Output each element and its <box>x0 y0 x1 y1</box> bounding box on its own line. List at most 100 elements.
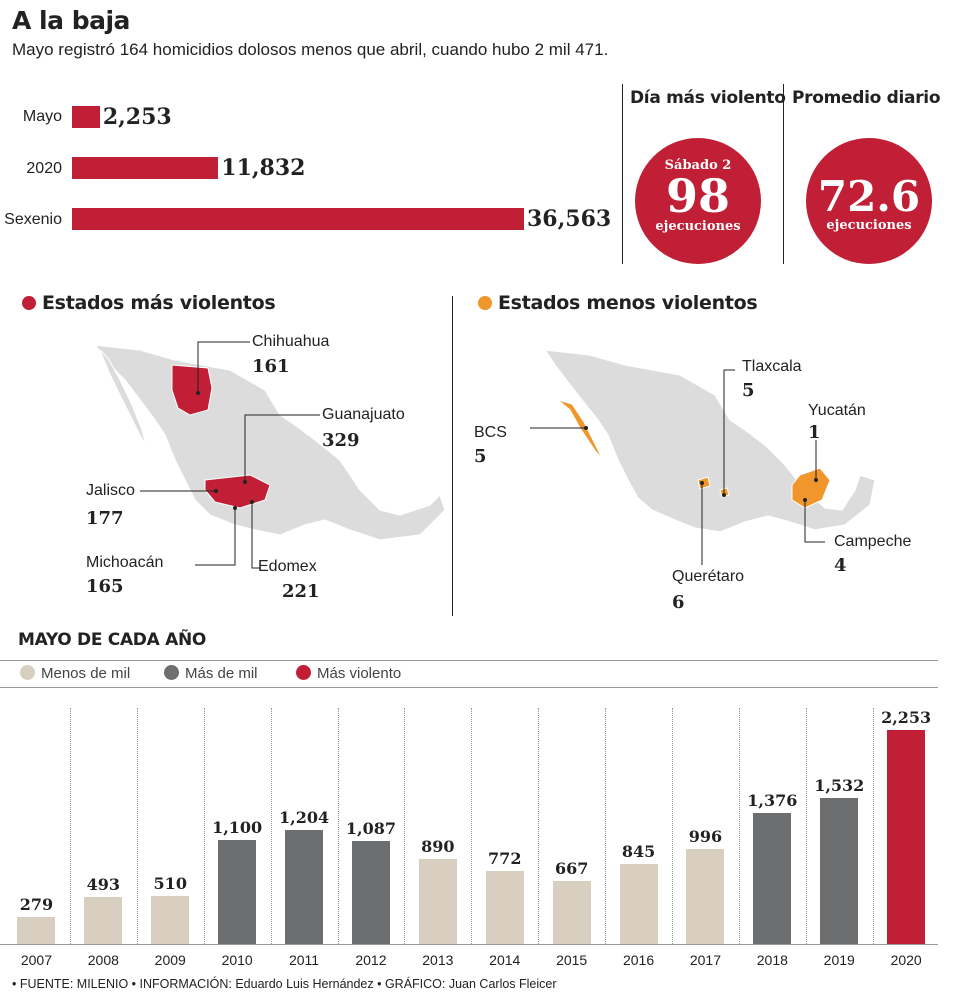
gridline <box>69 708 71 944</box>
gridline <box>672 708 673 944</box>
gridline <box>738 708 740 944</box>
gridline <box>872 708 874 944</box>
gridline <box>538 708 540 944</box>
state-yucatan-value: 1 <box>808 422 821 443</box>
summary-bar-sexenio <box>72 208 524 230</box>
violent-day-bottom: ejecuciones <box>655 219 741 234</box>
bar-2015 <box>552 880 591 944</box>
state-michoacan-value: 165 <box>86 576 124 597</box>
mexico-shape-2 <box>543 349 876 533</box>
bar-value-2016: 845 <box>621 841 656 861</box>
bar-value-2014: 772 <box>488 848 522 868</box>
violent-day-title: Día más violento <box>630 88 786 108</box>
leader-chihuahua <box>197 341 250 393</box>
gridline <box>605 708 607 944</box>
state-guanajuato-name: Guanajuato <box>322 406 405 423</box>
map-most-violent <box>93 341 446 569</box>
bar-2010 <box>218 839 257 944</box>
red-dot-icon <box>22 296 36 310</box>
gridline <box>203 708 205 944</box>
baja-shape <box>99 349 147 446</box>
bar-2014 <box>485 870 524 944</box>
leader-campeche <box>804 500 825 543</box>
bar-2016 <box>619 863 658 944</box>
state-campeche-value: 4 <box>834 555 847 576</box>
bar-2013 <box>418 859 457 944</box>
gridline <box>270 708 272 944</box>
state-chihuahua-name: Chihuahua <box>252 333 330 350</box>
state-campeche-name: Campeche <box>834 533 912 550</box>
bar-2019 <box>820 798 859 944</box>
map-least-violent <box>530 349 876 565</box>
bar-2011 <box>285 829 324 944</box>
state-chihuahua-value: 161 <box>252 356 290 377</box>
gridline <box>136 708 138 944</box>
legend-dot-icon <box>164 665 179 680</box>
summary-label-mayo: Mayo <box>22 108 62 125</box>
bar-value-2015: 667 <box>554 858 589 878</box>
violent-day-circle: Sábado 2 98 ejecuciones <box>635 138 761 264</box>
state-chihuahua-shape <box>171 364 213 416</box>
summary-bar-2020 <box>72 157 219 179</box>
most-violent-title: Estados más violentos <box>22 292 276 314</box>
state-queretaro-value: 6 <box>672 592 685 613</box>
summary-value-mayo: 2,253 <box>102 104 172 130</box>
divider-maps <box>452 296 453 616</box>
state-tlaxcala-value: 5 <box>742 380 755 401</box>
divider-2 <box>783 84 784 264</box>
year-label-2011: 2011 <box>288 952 320 968</box>
year-label-2008: 2008 <box>87 952 119 968</box>
leader-guanajuato <box>244 414 320 482</box>
leader-edomex <box>251 502 260 569</box>
year-label-2010: 2010 <box>221 952 253 968</box>
bar-2018 <box>753 813 792 944</box>
bar-2009 <box>151 895 190 944</box>
footer-credits: • FUENTE: MILENIO • INFORMACIÓN: Eduardo… <box>12 977 557 991</box>
gridline <box>471 708 473 944</box>
bar-2008 <box>84 897 123 944</box>
bar-value-2010: 1,100 <box>212 817 263 837</box>
year-label-2018: 2018 <box>756 952 788 968</box>
bar-value-2012: 1,087 <box>345 818 396 838</box>
bar-value-2009: 510 <box>153 873 187 893</box>
legend-item-mas: Más de mil <box>164 665 258 682</box>
orange-dot-icon <box>478 296 492 310</box>
bar-value-2019: 1,532 <box>814 776 865 796</box>
leader-michoacan <box>195 508 236 566</box>
year-label-2009: 2009 <box>154 952 186 968</box>
year-label-2007: 2007 <box>20 952 53 968</box>
year-label-2019: 2019 <box>823 952 855 968</box>
bar-value-2018: 1,376 <box>747 791 798 811</box>
state-edomex-value: 221 <box>282 581 320 602</box>
state-yucatan-campeche-shape <box>791 467 831 509</box>
state-edomex-name: Edomex <box>258 558 317 575</box>
state-bcs-value: 5 <box>474 446 487 467</box>
state-bcs-shape <box>557 399 603 459</box>
state-michoacan-name: Michoacán <box>86 554 164 571</box>
gridline <box>404 708 406 944</box>
bar-value-2011: 1,204 <box>278 807 330 827</box>
state-guanajuato-value: 329 <box>322 430 360 451</box>
legend-dot-icon <box>20 665 35 680</box>
year-label-2014: 2014 <box>489 952 521 968</box>
year-label-2013: 2013 <box>422 952 454 968</box>
chart-baseline <box>0 944 938 945</box>
year-label-2012: 2012 <box>355 952 387 968</box>
daily-avg-title: Promedio diario <box>792 88 941 108</box>
state-bcs-name: BCS <box>474 424 507 441</box>
summary-label-sexenio: Sexenio <box>4 211 62 228</box>
bar-chart-heading: MAYO DE CADA AÑO <box>18 630 207 650</box>
state-queretaro-name: Querétaro <box>672 568 745 585</box>
legend-item-menos: Menos de mil <box>20 665 130 682</box>
divider-1 <box>622 84 623 264</box>
violent-day-value: 98 <box>665 169 730 223</box>
least-violent-title: Estados menos violentos <box>478 292 758 314</box>
bar-value-2013: 890 <box>421 837 455 857</box>
summary-value-sexenio: 36,563 <box>527 206 612 232</box>
state-jalisco-value: 177 <box>86 508 124 529</box>
state-yucatan-name: Yucatán <box>808 402 866 419</box>
daily-avg-value: 72.6 <box>817 172 921 221</box>
bar-value-2007: 279 <box>19 895 54 915</box>
bar-2020 <box>887 730 926 944</box>
state-jalisco-name: Jalisco <box>86 482 135 499</box>
